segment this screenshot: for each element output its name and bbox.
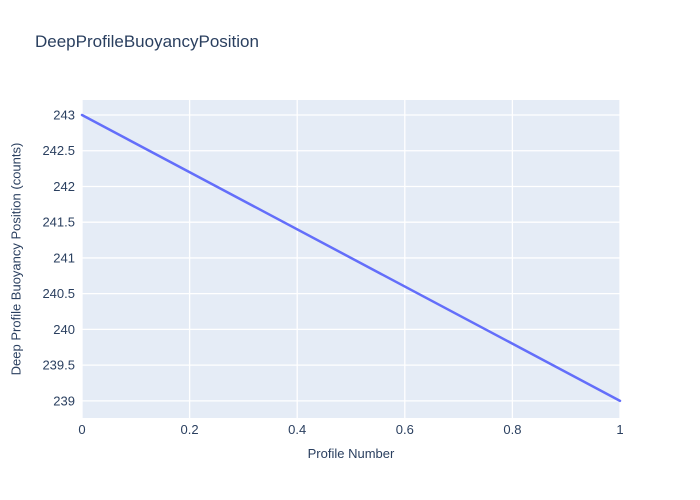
- y-tick-label: 241: [53, 250, 75, 265]
- x-tick-label: 0.8: [503, 422, 521, 437]
- y-tick-label: 242: [53, 179, 75, 194]
- y-axis-title: Deep Profile Buoyancy Position (counts): [8, 142, 24, 376]
- tick-labels-group: 0 0.2 0.4 0.6 0.8 1 239 239.5 240 240.5 241 241.5 24…: [42, 108, 623, 437]
- chart-title: DeepProfileBuoyancyPosition: [35, 32, 259, 51]
- y-tick-label: 241.5: [42, 215, 75, 230]
- gridlines-group: [81, 100, 621, 418]
- trace-line[interactable]: [80, 113, 622, 403]
- y-tick-label: 239: [53, 393, 75, 408]
- x-tick-label: 0.6: [396, 422, 414, 437]
- x-tick-label: 0: [78, 422, 85, 437]
- y-tick-label: 240.5: [42, 286, 75, 301]
- x-tick-label: 0.2: [181, 422, 199, 437]
- y-tick-label: 240: [53, 322, 75, 337]
- y-tick-label: 242.5: [42, 143, 75, 158]
- y-tick-label: 239.5: [42, 358, 75, 373]
- trace-group: [80, 113, 622, 403]
- x-axis-title: Profile Number: [307, 446, 395, 461]
- x-tick-label: 0.4: [288, 422, 306, 437]
- y-tick-label: 243: [53, 108, 75, 123]
- x-tick-label: 1: [616, 422, 623, 437]
